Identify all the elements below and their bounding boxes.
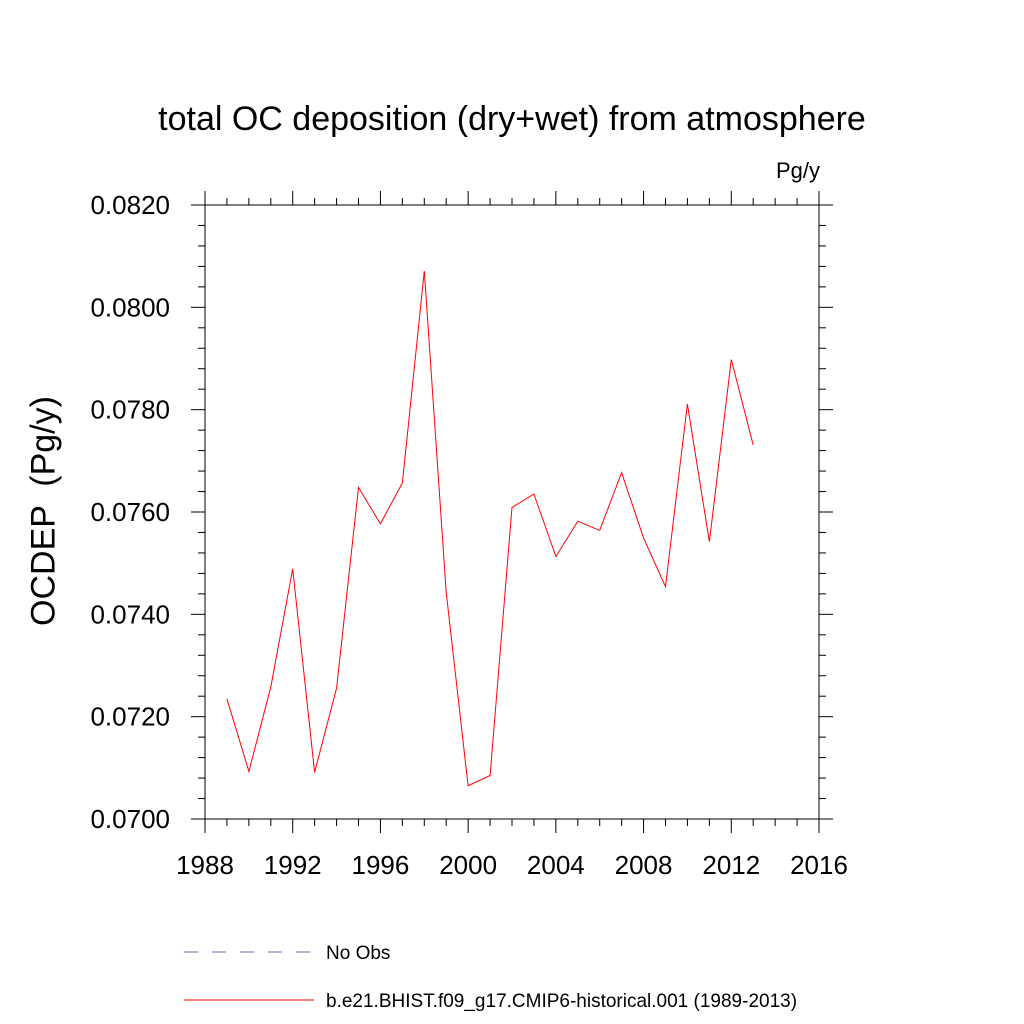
x-tick-label: 1992: [264, 850, 322, 880]
series-line: [226, 270, 754, 787]
x-tick-label: 1988: [176, 850, 234, 880]
x-tick-label: 2000: [439, 850, 497, 880]
y-tick-label: 0.0720: [90, 702, 170, 732]
x-tick-label: 2012: [702, 850, 760, 880]
chart-title: total OC deposition (dry+wet) from atmos…: [158, 100, 866, 138]
units-label: Pg/y: [775, 158, 820, 183]
y-tick-label: 0.0740: [90, 599, 170, 629]
x-tick-label: 1996: [352, 850, 410, 880]
y-tick-label: 0.0780: [90, 395, 170, 425]
y-tick-label: 0.0760: [90, 497, 170, 527]
x-tick-label: 2016: [790, 850, 848, 880]
y-tick-label: 0.0800: [90, 292, 170, 322]
x-tick-label: 2008: [615, 850, 673, 880]
y-tick-label: 0.0820: [90, 190, 170, 220]
x-tick-label: 2004: [527, 850, 585, 880]
legend-label: No Obs: [326, 943, 390, 964]
legend-label: b.e21.BHIST.f09_g17.CMIP6-historical.001…: [326, 991, 797, 1012]
y-tick-label: 0.0700: [90, 804, 170, 834]
